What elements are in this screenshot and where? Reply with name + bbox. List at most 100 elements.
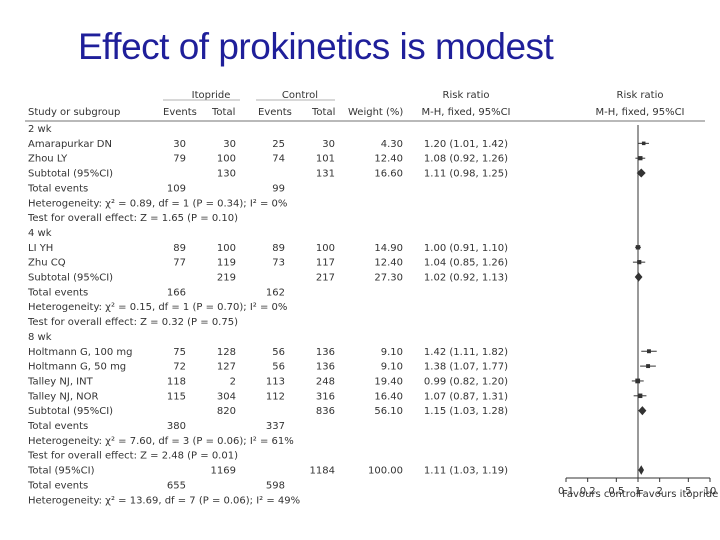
events-control-cell: 113 [266,376,285,387]
table-row: 8 wk [28,332,52,343]
table-row: Test for overall effect: Z = 2.48 (P = 0… [27,451,238,462]
risk-ratio-cell: 1.11 (1.03, 1.19) [424,466,508,477]
total-control-cell: 30 [322,139,335,150]
weight-cell: 9.10 [381,362,403,373]
row-label: Total events [27,421,88,432]
row-label: 8 wk [28,332,52,343]
row-label: Total events [27,183,88,194]
rr-title-header: Risk ratio [443,90,490,101]
table-row: Holtmann G, 100 mg 75 128 56 136 9.10 1.42 (1.… [28,347,508,358]
row-label: Subtotal (95%CI) [28,169,113,180]
row-label: Total events [27,480,88,491]
weight-cell: 16.40 [374,391,403,402]
total-itopride-cell: 130 [217,169,236,180]
total-control-cell: 131 [316,169,335,180]
weight-cell: 100.00 [368,466,403,477]
risk-ratio-cell: 0.99 (0.82, 1.20) [424,376,508,387]
risk-ratio-cell: 1.08 (0.92, 1.26) [424,154,508,165]
events-control-cell: 73 [272,258,285,269]
table-row: Subtotal (95%CI) 219 217 27.30 1.02 (0.92, 1… [28,273,508,284]
events-control-cell: 112 [266,391,285,402]
events-itopride-cell: 118 [167,376,186,387]
row-label: LI YH [28,243,53,254]
row-label: Test for overall effect: Z = 1.65 (P = 0… [27,213,238,224]
effect-square [646,364,651,369]
table-row: Total events 380 337 [27,421,285,432]
table-row: Heterogeneity: χ² = 7.60, df = 3 (P = 0.… [28,436,294,447]
total-itopride-cell: 100 [217,243,236,254]
study-header: Study or subgroup [28,107,120,118]
summary-diamond [638,465,645,475]
events-itopride-cell: 77 [173,258,186,269]
table-row: Total events 655 598 [27,480,285,491]
total-control-cell: 101 [316,154,335,165]
total-itopride-cell: 119 [217,258,236,269]
slide-title: Effect of prokinetics is modest [78,26,554,67]
table-row: Zhou LY 79 100 74 101 12.40 1.08 (0.92, 1.26) [28,154,508,165]
risk-ratio-cell: 1.38 (1.07, 1.77) [424,362,508,373]
tick-label: 0.1 [558,486,574,497]
tick-label: 0.2 [580,486,596,497]
table-row: Amarapurkar DN 30 30 25 30 4.30 1.20 (1.01, 1.… [28,139,508,150]
table-row: Test for overall effect: Z = 0.32 (P = 0… [27,317,238,328]
total-itopride-cell: 2 [230,376,236,387]
tick-label: 1 [635,486,641,497]
row-label: Total events [27,287,88,298]
row-label: Talley NJ, NOR [27,391,99,402]
row-label: Test for overall effect: Z = 2.48 (P = 0… [27,451,238,462]
plot-title-header: Risk ratio [617,90,664,101]
tick-label: 5 [685,486,691,497]
risk-ratio-cell: 1.11 (0.98, 1.25) [424,169,508,180]
row-label: Subtotal (95%CI) [28,406,113,417]
row-label: Holtmann G, 50 mg [28,362,126,373]
row-label: Heterogeneity: χ² = 0.15, df = 1 (P = 0.… [28,302,287,313]
weight-cell: 12.40 [374,154,403,165]
total-itopride-cell: 30 [223,139,236,150]
total1-header: Total [211,107,235,118]
table-row: Talley NJ, INT 118 2 113 248 19.40 0.99 (0.82,… [27,376,508,387]
risk-ratio-cell: 1.00 (0.91, 1.10) [424,243,508,254]
table-row: 2 wk [28,124,52,135]
events-control-cell: 598 [266,480,285,491]
total-itopride-cell: 1169 [211,466,236,477]
events-control-cell: 162 [266,287,285,298]
events-itopride-cell: 79 [173,154,186,165]
row-label: Heterogeneity: χ² = 7.60, df = 3 (P = 0.… [28,436,294,447]
total-itopride-cell: 820 [217,406,236,417]
table-row: 4 wk [28,228,52,239]
total-itopride-cell: 304 [217,391,236,402]
row-label: Subtotal (95%CI) [28,273,113,284]
table-rows: 2 wk Amarapurkar DN 30 30 25 30 4.30 1.20 (1.01… [27,124,508,506]
row-label: Test for overall effect: Z = 0.32 (P = 0… [27,317,238,328]
weight-header: Weight (%) [348,107,403,118]
row-label: 4 wk [28,228,52,239]
events-itopride-cell: 72 [173,362,186,373]
group2-header: Control [282,90,318,101]
weight-cell: 27.30 [374,273,403,284]
weight-cell: 56.10 [374,406,403,417]
favours-control-label: Favours control [562,489,639,500]
risk-ratio-cell: 1.07 (0.87, 1.31) [424,391,508,402]
events2-header: Events [258,107,292,118]
weight-cell: 16.60 [374,169,403,180]
row-label: Holtmann G, 100 mg [28,347,133,358]
events-itopride-cell: 30 [173,139,186,150]
favours-itopride-label: Favours itopride [638,489,718,500]
weight-cell: 14.90 [374,243,403,254]
events-control-cell: 56 [272,347,285,358]
total-control-cell: 217 [316,273,335,284]
row-label: Zhu CQ [28,258,66,269]
events1-header: Events [163,107,197,118]
events-control-cell: 25 [272,139,285,150]
table-row: Heterogeneity: χ² = 0.15, df = 1 (P = 0.… [28,302,287,313]
plot-axis: 0.1 0.2 0.5 1 2 5 10 Favours control Favours ito… [558,125,718,500]
effect-square [647,349,651,354]
events-control-cell: 56 [272,362,285,373]
summary-diamond [636,168,646,178]
events-control-cell: 74 [272,154,285,165]
total-itopride-cell: 128 [217,347,236,358]
table-row: Test for overall effect: Z = 1.65 (P = 0… [27,213,238,224]
total-itopride-cell: 127 [217,362,236,373]
events-itopride-cell: 166 [167,287,186,298]
